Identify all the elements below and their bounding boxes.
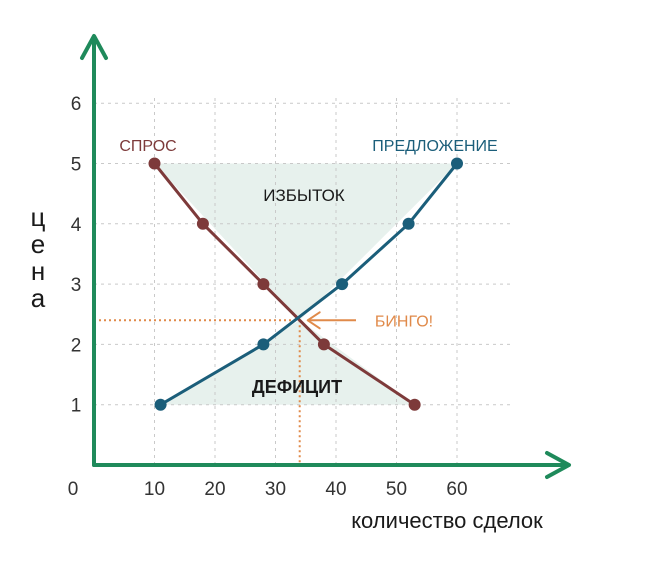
y-axis-arrow-icon <box>80 34 108 60</box>
x-tick-label: 60 <box>446 479 467 500</box>
y-tick-label: 6 <box>71 94 82 115</box>
y-tick-label: 1 <box>71 396 82 417</box>
surplus-region <box>154 163 457 321</box>
x-tick-label: 20 <box>204 479 225 500</box>
shaded-regions <box>154 163 457 405</box>
supply-point <box>257 338 270 351</box>
y-axis-label: е <box>31 229 45 259</box>
equilibrium-guides <box>94 319 301 465</box>
bingo-arrow-head-icon <box>306 311 321 330</box>
supply-point <box>154 398 167 411</box>
y-tick-label: 4 <box>71 215 82 236</box>
shortage-region <box>160 320 415 405</box>
y-axis-label: ц <box>31 202 46 232</box>
shortage-label: ДЕФИЦИТ <box>252 377 342 397</box>
supply-point <box>402 217 415 230</box>
y-axis-label: а <box>31 283 46 313</box>
supply-label: ПРЕДЛОЖЕНИЕ <box>372 138 497 155</box>
x-tick-label: 30 <box>265 479 286 500</box>
y-tick-label: 2 <box>71 335 82 356</box>
series <box>148 157 463 411</box>
supply-point <box>451 157 463 170</box>
demand-point <box>257 278 270 291</box>
demand-point <box>196 217 209 230</box>
x-tick-label: 50 <box>386 479 407 500</box>
x-tick-label: 10 <box>144 479 165 500</box>
y-tick-label: 5 <box>71 155 82 176</box>
x-axis-label: количество сделок <box>351 508 543 533</box>
demand-point <box>408 398 421 411</box>
x-axis-arrow-icon <box>545 451 571 479</box>
x-tick-label: 0 <box>68 479 79 500</box>
demand-point <box>317 338 330 351</box>
y-axis-label: н <box>31 256 45 286</box>
grid <box>94 95 512 465</box>
axes <box>80 34 571 479</box>
surplus-label: ИЗБЫТОК <box>263 186 345 205</box>
supply-point <box>336 278 349 291</box>
y-tick-label: 3 <box>71 275 82 296</box>
demand-label: СПРОС <box>119 138 176 155</box>
bingo-label: БИНГО! <box>375 313 433 330</box>
x-tick-label: 40 <box>325 479 346 500</box>
demand-point <box>148 157 161 170</box>
